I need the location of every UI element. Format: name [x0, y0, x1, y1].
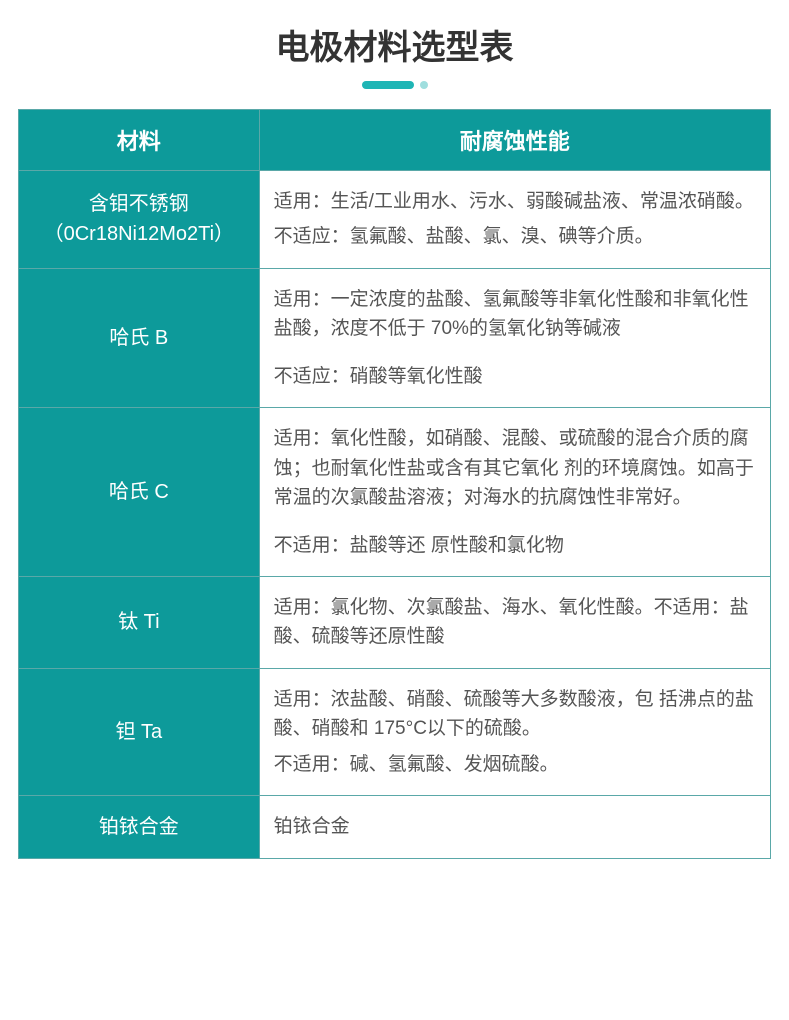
column-header-material: 材料: [19, 110, 260, 171]
table-row: 铂铱合金铂铱合金: [19, 796, 771, 858]
corrosion-desc-cell: 适用：生活/工业用水、污水、弱酸碱盐液、常温浓硝酸。不适应：氢氟酸、盐酸、氯、溴…: [259, 171, 770, 269]
corrosion-desc-cell: 适用：氯化物、次氯酸盐、海水、氧化性酸。不适用：盐酸、硫酸等还原性酸: [259, 576, 770, 668]
page-title: 电极材料选型表: [18, 20, 771, 69]
table-row: 钽 Ta适用：浓盐酸、硝酸、硫酸等大多数酸液，包 括沸点的盐酸、硝酸和 175°…: [19, 668, 771, 795]
table-row: 哈氏 B适用：一定浓度的盐酸、氢氟酸等非氧化性酸和非氧化性盐酸，浓度不低于 70…: [19, 268, 771, 407]
material-cell: 铂铱合金: [19, 796, 260, 858]
material-cell: 含钼不锈钢（0Cr18Ni12Mo2Ti）: [19, 171, 260, 269]
corrosion-desc-cell: 适用：一定浓度的盐酸、氢氟酸等非氧化性酸和非氧化性盐酸，浓度不低于 70%的氢氧…: [259, 268, 770, 407]
table-body: 含钼不锈钢（0Cr18Ni12Mo2Ti）适用：生活/工业用水、污水、弱酸碱盐液…: [19, 171, 771, 859]
title-decoration: [18, 81, 771, 89]
corrosion-desc-cell: 适用：浓盐酸、硝酸、硫酸等大多数酸液，包 括沸点的盐酸、硝酸和 175°C以下的…: [259, 668, 770, 795]
material-cell: 钽 Ta: [19, 668, 260, 795]
material-cell: 哈氏 B: [19, 268, 260, 407]
table-row: 钛 Ti适用：氯化物、次氯酸盐、海水、氧化性酸。不适用：盐酸、硫酸等还原性酸: [19, 576, 771, 668]
deco-bar-icon: [362, 81, 414, 89]
material-cell: 钛 Ti: [19, 576, 260, 668]
table-row: 含钼不锈钢（0Cr18Ni12Mo2Ti）适用：生活/工业用水、污水、弱酸碱盐液…: [19, 171, 771, 269]
column-header-corrosion: 耐腐蚀性能: [259, 110, 770, 171]
electrode-material-table: 材料 耐腐蚀性能 含钼不锈钢（0Cr18Ni12Mo2Ti）适用：生活/工业用水…: [18, 109, 771, 859]
material-cell: 哈氏 C: [19, 408, 260, 577]
corrosion-desc-cell: 铂铱合金: [259, 796, 770, 858]
corrosion-desc-cell: 适用：氧化性酸，如硝酸、混酸、或硫酸的混合介质的腐蚀；也耐氧化性盐或含有其它氧化…: [259, 408, 770, 577]
deco-dot-icon: [420, 81, 428, 89]
table-row: 哈氏 C适用：氧化性酸，如硝酸、混酸、或硫酸的混合介质的腐蚀；也耐氧化性盐或含有…: [19, 408, 771, 577]
